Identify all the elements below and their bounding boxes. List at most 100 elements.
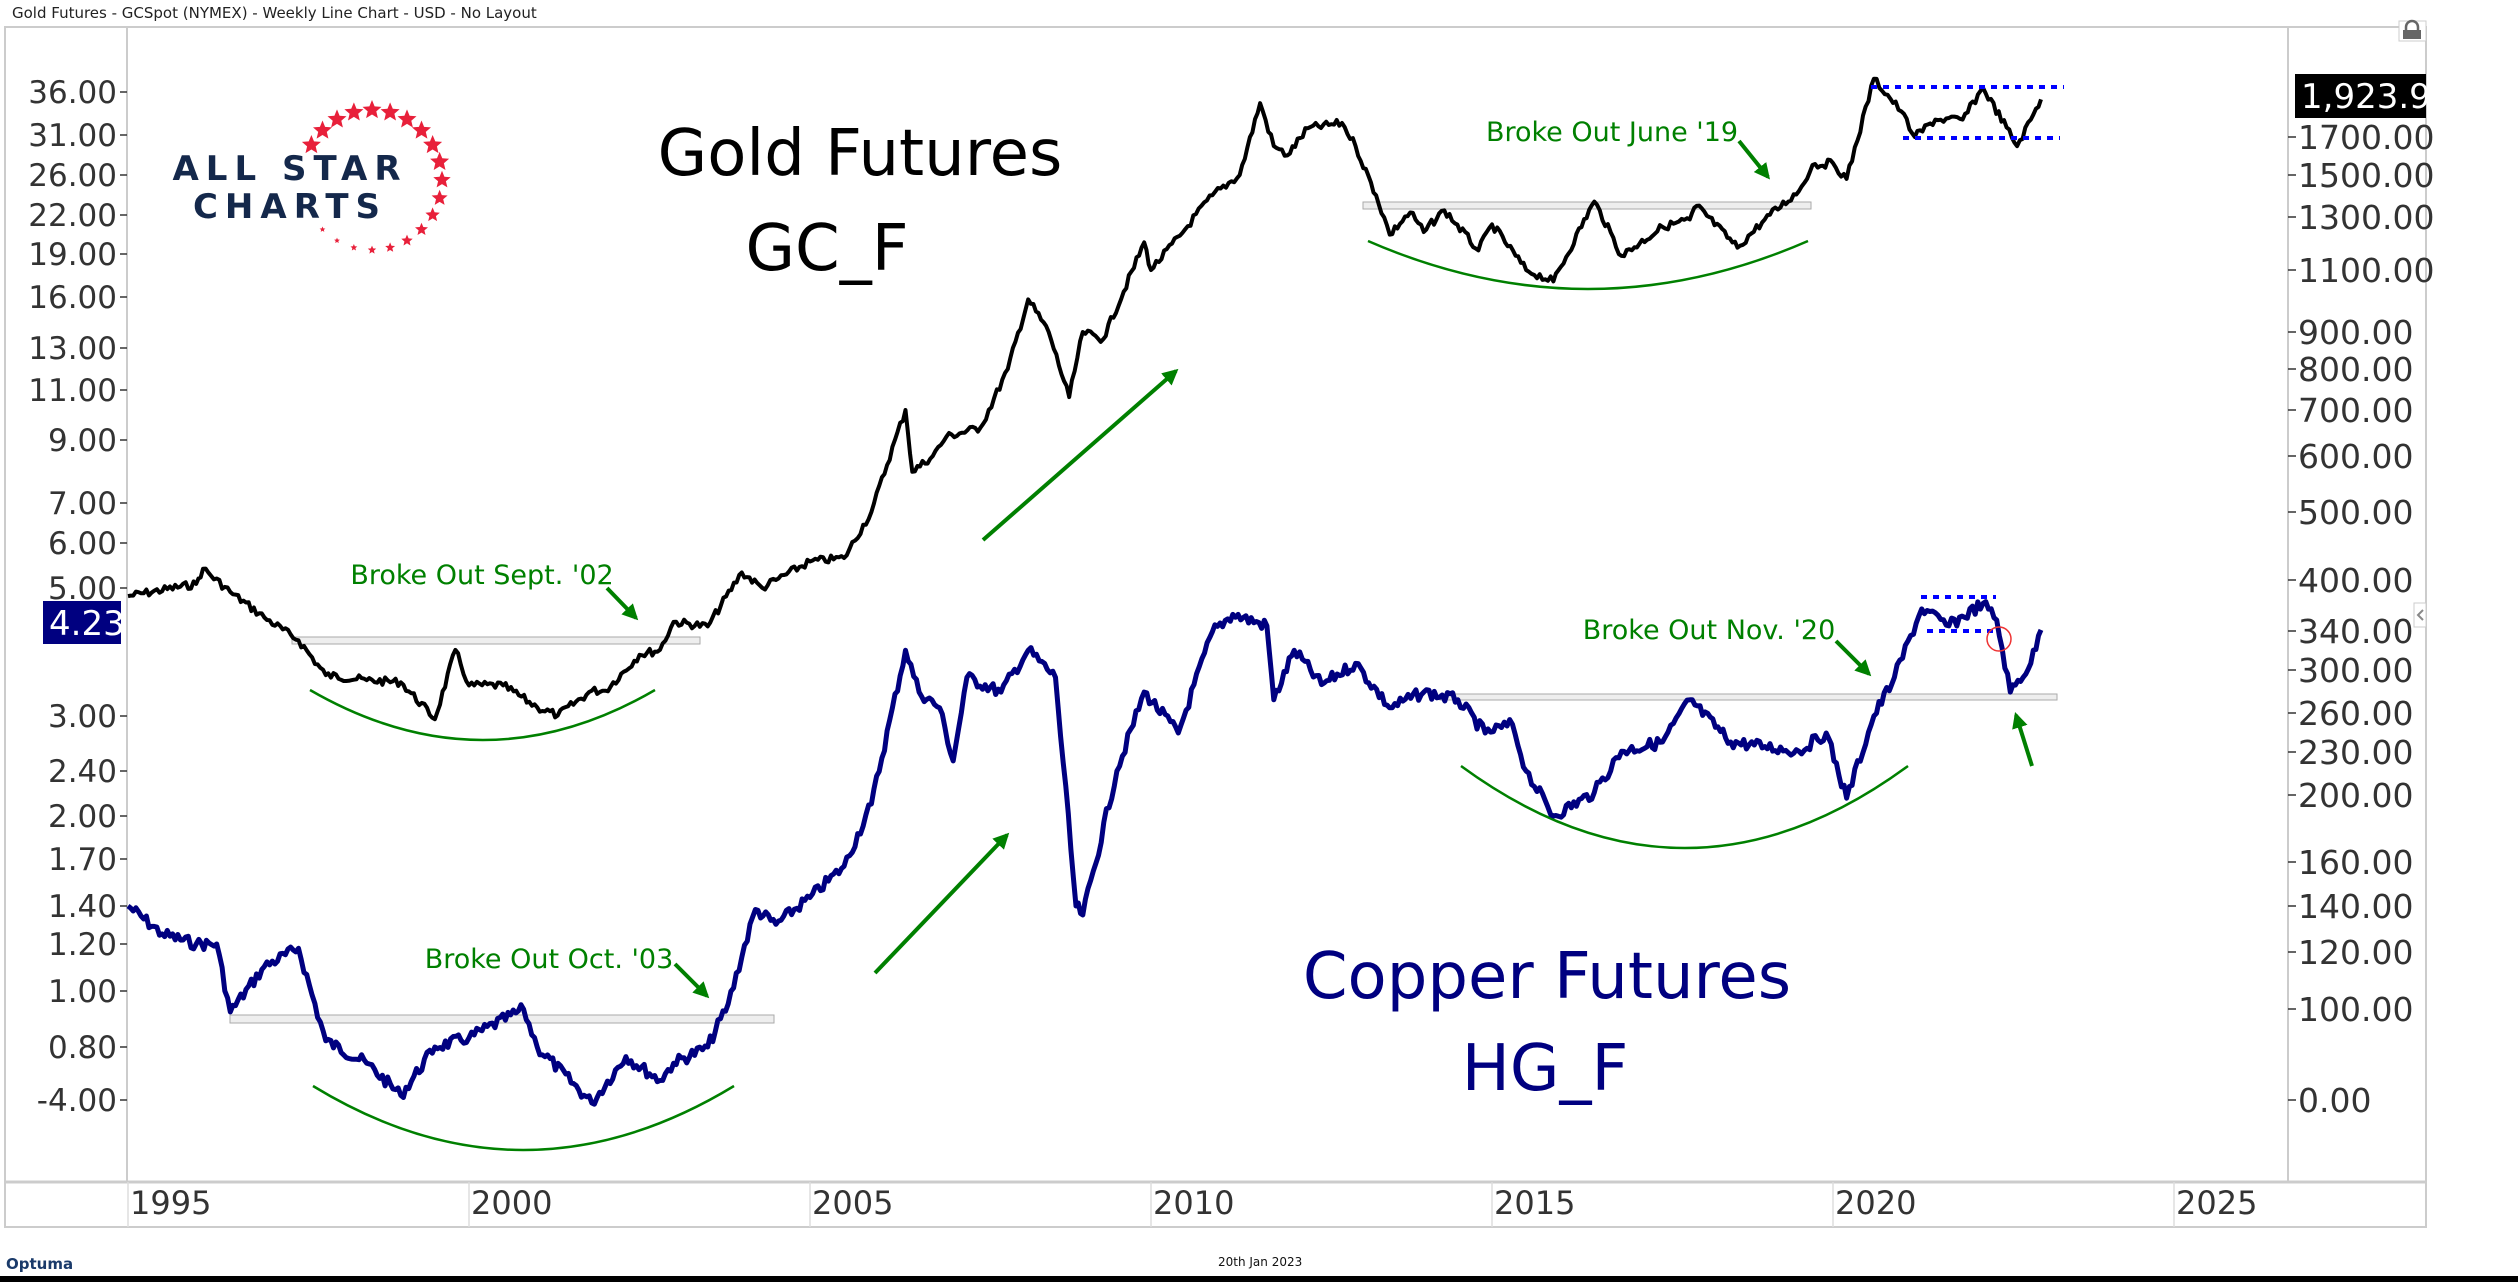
annotation-oct-03: Broke Out Oct. '03 (425, 944, 674, 975)
resistance-band-copper-2020 (1439, 693, 2058, 701)
lock-icon (2403, 19, 2421, 39)
arrow-oct-03 (673, 962, 710, 999)
logo-star-icon (433, 170, 451, 188)
logo-star-icon (319, 226, 326, 232)
x-tick-label: 2010 (1153, 1184, 1234, 1222)
rounding-bottom-arc-gold-2 (1367, 239, 1809, 291)
resistance-band-gold-2019 (1362, 201, 1812, 210)
arrow-nov-20 (1834, 639, 1872, 677)
right-tick-label: 100.00 (2298, 990, 2413, 1029)
right-tick-label: 500.00 (2298, 493, 2413, 532)
copper-last-value: 4.23 (49, 604, 125, 644)
resistance-band-gold-2002 (291, 636, 701, 645)
right-tick-label: 0.00 (2298, 1081, 2371, 1120)
chevron-left-icon (2416, 609, 2424, 621)
optuma-brand: Optuma (6, 1255, 74, 1273)
logo-star-icon (430, 151, 450, 170)
logo-star-icon (425, 207, 440, 222)
logo-star-icon (350, 244, 358, 251)
right-tick-label: 1500.00 (2298, 156, 2434, 195)
left-tick-label: 19.00 (28, 237, 117, 273)
left-tick-label: 16.00 (28, 280, 117, 316)
right-tick-label: 160.00 (2298, 843, 2413, 882)
copper-last-value-badge (43, 601, 121, 644)
annotation-june-19: Broke Out June '19 (1486, 117, 1738, 148)
copper-title: Copper Futures (1303, 940, 1791, 1014)
right-tick-label: 140.00 (2298, 887, 2413, 926)
right-tick-label: 1300.00 (2298, 198, 2434, 237)
trend-arrow-copper (873, 832, 1010, 975)
arrow-sept-02 (605, 586, 639, 621)
footer-date: 20th Jan 2023 (1218, 1255, 1303, 1269)
x-tick-label: 2020 (1835, 1184, 1916, 1222)
x-tick-label: 1995 (130, 1184, 211, 1222)
logo-star-icon (367, 245, 377, 254)
annotation-sept-02: Broke Out Sept. '02 (350, 560, 613, 591)
logo-star-icon (412, 120, 431, 139)
highlight-circle (1986, 626, 2012, 652)
bottom-bar (0, 1276, 2518, 1282)
gold-symbol: GC_F (745, 212, 908, 286)
series-line-gold (127, 76, 2043, 722)
logo-star-icon (397, 109, 417, 128)
optuma-logo: Optuma (6, 1255, 73, 1273)
logo-line2: CHARTS (193, 187, 387, 227)
left-tick-label: 0.80 (48, 1030, 117, 1066)
left-tick-label: 2.00 (48, 799, 117, 835)
logo-star-icon (313, 120, 332, 139)
right-tick-label: 340.00 (2298, 612, 2413, 651)
series-line-copper (126, 599, 2044, 1107)
x-tick-label: 2005 (812, 1184, 893, 1222)
rounding-bottom-arc-gold-1 (309, 688, 656, 742)
rounding-bottom-arc-copper-2 (1460, 764, 1909, 850)
right-tick-label: 300.00 (2298, 651, 2413, 690)
right-tick-label: 800.00 (2298, 350, 2413, 389)
logo-star-icon (327, 109, 347, 128)
gold-last-value: 1,923.90 (2301, 77, 2452, 117)
left-tick-label: 31.00 (28, 118, 117, 154)
left-tick-label: 2.40 (48, 754, 117, 790)
left-tick-label: 22.00 (28, 198, 117, 234)
left-tick-label: 1.00 (48, 974, 117, 1010)
lock-button[interactable] (2398, 19, 2427, 42)
logo-star-icon (431, 189, 448, 205)
logo-star-icon (415, 222, 428, 235)
right-tick-label: 1700.00 (2298, 118, 2434, 157)
right-tick-label: 400.00 (2298, 561, 2413, 600)
x-tick-label: 2000 (471, 1184, 552, 1222)
logo-star-icon (301, 135, 321, 154)
chart-title-bar: Gold Futures - GCSpot (NYMEX) - Weekly L… (12, 4, 537, 22)
rounding-bottom-arc-copper-1 (312, 1084, 735, 1152)
arrow-copper-retest (2012, 711, 2034, 767)
all-star-charts-logo: ALL STAR CHARTS (172, 100, 451, 254)
logo-star-icon (362, 100, 382, 119)
x-tick-label: 2015 (1494, 1184, 1575, 1222)
logo-star-icon (385, 242, 396, 252)
logo-star-icon (334, 237, 340, 243)
left-tick-label: 7.00 (48, 486, 117, 522)
arrow-june-19 (1737, 139, 1771, 180)
annotation-nov-20: Broke Out Nov. '20 (1583, 615, 1836, 646)
gold-last-value-badge (2295, 74, 2426, 118)
left-tick-label: 9.00 (48, 423, 117, 459)
trend-arrow-gold (981, 368, 1179, 542)
right-tick-label: 900.00 (2298, 313, 2413, 352)
copper-symbol: HG_F (1462, 1032, 1629, 1106)
left-tick-label: 1.70 (48, 842, 117, 878)
logo-star-icon (344, 102, 364, 121)
right-tick-label: 120.00 (2298, 933, 2413, 972)
collapse-panel-button[interactable] (2413, 602, 2427, 628)
left-tick-label: 1.20 (48, 927, 117, 963)
logo-star-icon (380, 102, 400, 121)
left-tick-label: 11.00 (28, 373, 117, 409)
left-tick-label: 13.00 (28, 331, 117, 367)
left-tick-label: 3.00 (48, 699, 117, 735)
logo-star-icon (401, 234, 413, 246)
left-tick-label: 6.00 (48, 526, 117, 562)
x-tick-label: 2025 (2176, 1184, 2257, 1222)
left-tick-label: 36.00 (28, 75, 117, 111)
right-tick-label: 260.00 (2298, 694, 2413, 733)
right-tick-label: 1100.00 (2298, 251, 2434, 290)
right-tick-label: 200.00 (2298, 776, 2413, 815)
